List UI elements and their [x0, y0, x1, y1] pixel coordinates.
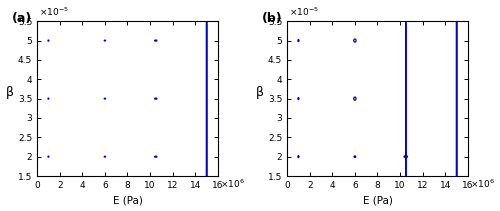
Y-axis label: β: β [6, 86, 14, 99]
Text: (b): (b) [262, 12, 282, 25]
Text: $\times 10^6$: $\times 10^6$ [220, 178, 244, 190]
X-axis label: E (Pa): E (Pa) [362, 195, 392, 206]
Text: $\times 10^{-5}$: $\times 10^{-5}$ [289, 6, 319, 18]
Text: $\times 10^{-5}$: $\times 10^{-5}$ [39, 6, 69, 18]
Text: (a): (a) [12, 12, 32, 25]
Text: $\times 10^6$: $\times 10^6$ [470, 178, 494, 190]
X-axis label: E (Pa): E (Pa) [112, 195, 142, 206]
Y-axis label: β: β [256, 86, 264, 99]
